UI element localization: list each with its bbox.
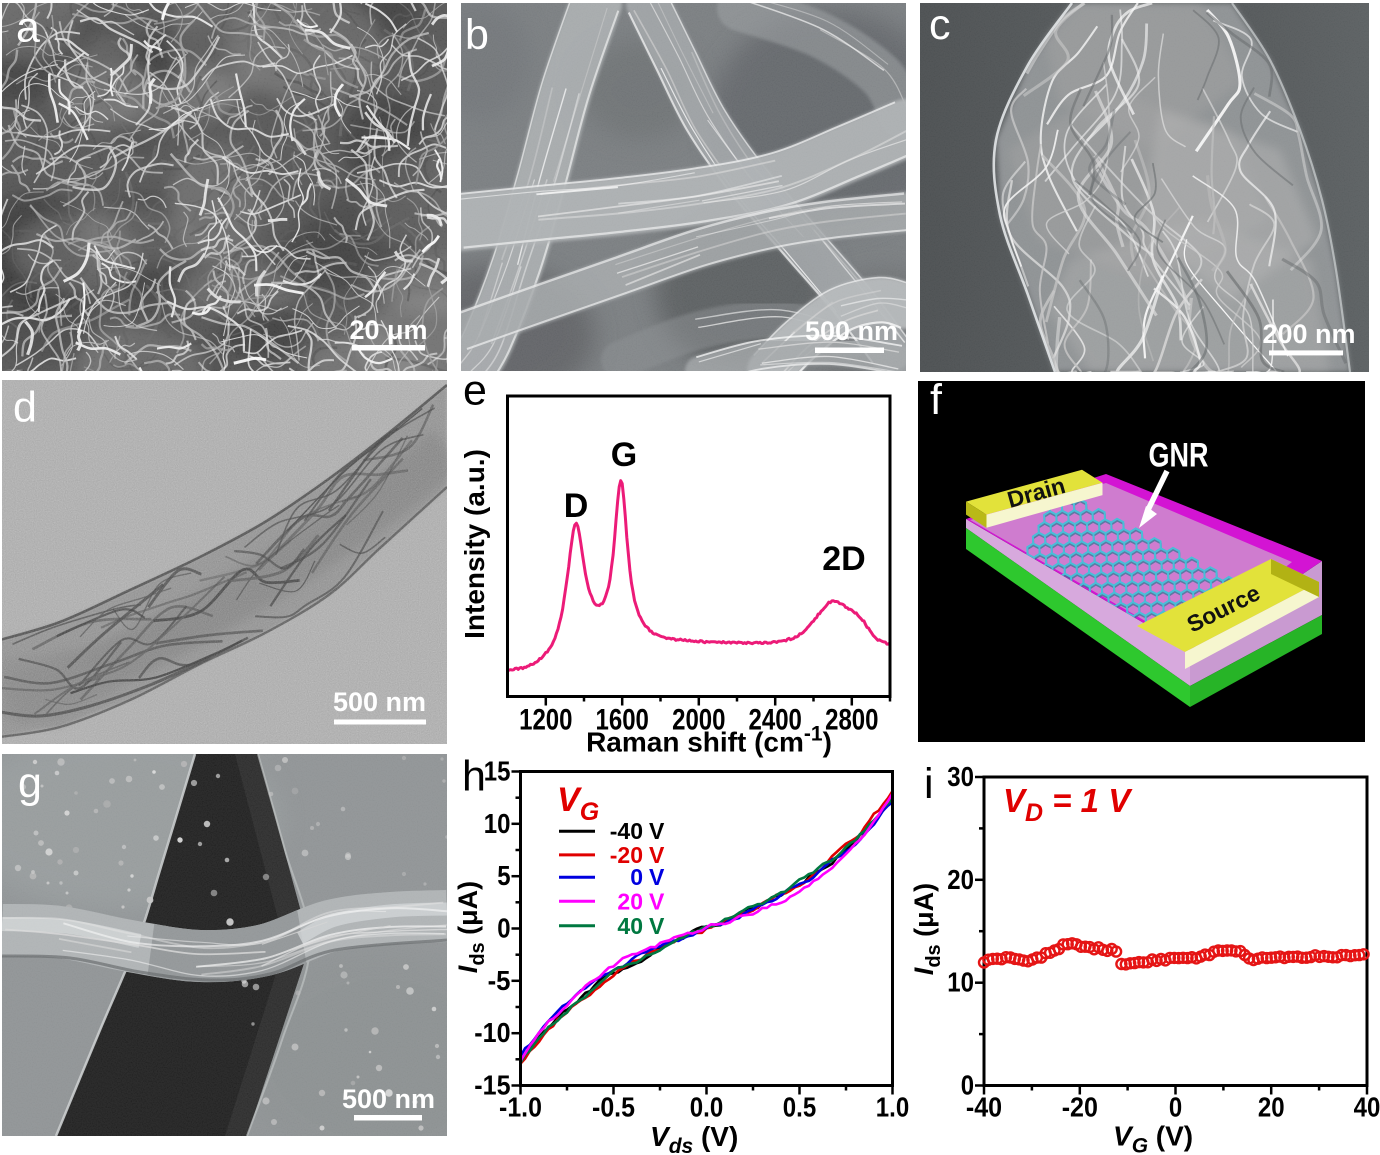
- svg-text:500 nm: 500 nm: [342, 1084, 435, 1114]
- svg-text:b: b: [465, 11, 489, 59]
- svg-text:-15: -15: [474, 1070, 510, 1101]
- svg-text:20 μm: 20 μm: [349, 315, 427, 345]
- svg-text:0: 0: [630, 864, 643, 890]
- svg-text:20: 20: [1258, 1092, 1285, 1123]
- svg-text:10: 10: [947, 967, 974, 998]
- svg-text:0.5: 0.5: [783, 1092, 816, 1123]
- svg-text:40: 40: [1354, 1092, 1380, 1123]
- svg-text:20: 20: [617, 888, 643, 914]
- svg-text:1200: 1200: [519, 704, 572, 737]
- svg-text:-20: -20: [1062, 1092, 1098, 1123]
- svg-text:Raman shift (cm-1): Raman shift (cm-1): [586, 723, 832, 758]
- svg-text:2800: 2800: [825, 704, 878, 737]
- svg-text:Vds (V): Vds (V): [650, 1121, 738, 1155]
- svg-text:f: f: [930, 376, 943, 424]
- svg-text:g: g: [18, 759, 42, 807]
- svg-text:10: 10: [484, 808, 511, 839]
- svg-text:Ids (μA): Ids (μA): [909, 883, 945, 975]
- svg-text:20: 20: [947, 864, 974, 895]
- svg-text:G: G: [611, 436, 637, 474]
- svg-text:2D: 2D: [822, 540, 865, 578]
- svg-text:V: V: [649, 818, 665, 844]
- svg-text:2000: 2000: [672, 704, 725, 737]
- svg-text:-10: -10: [474, 1017, 510, 1048]
- svg-text:D: D: [564, 487, 589, 525]
- svg-text:i: i: [924, 760, 934, 808]
- svg-text:0.0: 0.0: [690, 1092, 723, 1123]
- svg-text:500 nm: 500 nm: [805, 316, 898, 346]
- svg-text:d: d: [13, 384, 37, 432]
- svg-text:-40: -40: [966, 1092, 1002, 1123]
- svg-text:V: V: [649, 913, 665, 939]
- svg-text:V: V: [649, 888, 665, 914]
- svg-text:-1.0: -1.0: [499, 1092, 542, 1123]
- svg-text:Intensity (a.u.): Intensity (a.u.): [459, 449, 490, 639]
- svg-text:200 nm: 200 nm: [1262, 319, 1355, 349]
- svg-text:1600: 1600: [596, 704, 649, 737]
- svg-text:Ids (μA): Ids (μA): [453, 881, 489, 973]
- svg-text:15: 15: [484, 756, 511, 787]
- svg-text:-5: -5: [488, 965, 511, 996]
- svg-text:500 nm: 500 nm: [333, 687, 426, 717]
- svg-text:e: e: [463, 367, 487, 415]
- svg-text:h: h: [462, 753, 486, 801]
- svg-text:-0.5: -0.5: [592, 1092, 635, 1123]
- svg-text:VG (V): VG (V): [1113, 1121, 1193, 1155]
- svg-text:VD = 1 V: VD = 1 V: [1003, 782, 1133, 827]
- svg-text:5: 5: [497, 860, 510, 891]
- svg-text:GNR: GNR: [1149, 437, 1209, 475]
- svg-text:0: 0: [961, 1070, 974, 1101]
- svg-text:c: c: [929, 1, 951, 49]
- svg-text:VG: VG: [557, 781, 599, 826]
- svg-text:V: V: [649, 842, 665, 868]
- svg-text:40: 40: [617, 913, 643, 939]
- svg-text:1.0: 1.0: [876, 1092, 909, 1123]
- svg-text:V: V: [649, 864, 665, 890]
- svg-text:0: 0: [1169, 1092, 1182, 1123]
- svg-text:-20: -20: [610, 842, 643, 868]
- svg-text:a: a: [16, 4, 40, 52]
- svg-text:-40: -40: [610, 818, 643, 844]
- svg-text:30: 30: [947, 761, 974, 792]
- svg-text:0: 0: [497, 913, 510, 944]
- svg-text:2400: 2400: [749, 704, 802, 737]
